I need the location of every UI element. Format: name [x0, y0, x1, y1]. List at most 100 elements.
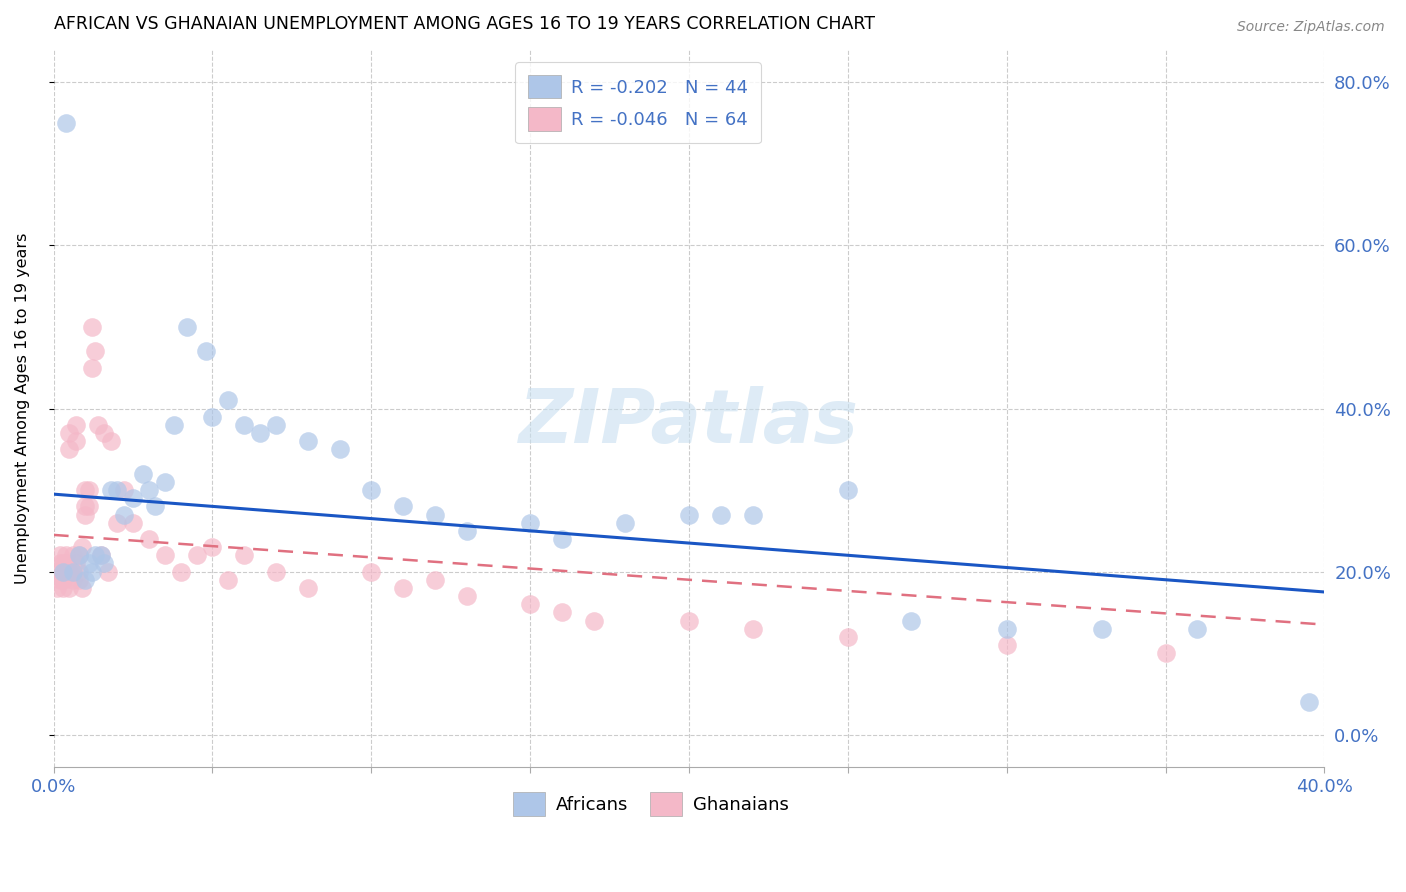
- Point: [551, 532, 574, 546]
- Point: [84, 549, 107, 563]
- Point: [297, 434, 319, 449]
- Point: [67, 549, 90, 563]
- Point: [519, 597, 541, 611]
- Point: [328, 442, 350, 457]
- Point: [58, 425, 80, 440]
- Point: [55, 565, 77, 579]
- Point: [1298, 695, 1320, 709]
- Point: [122, 491, 145, 506]
- Point: [264, 565, 287, 579]
- Point: [360, 565, 382, 579]
- Point: [264, 417, 287, 432]
- Point: [49, 549, 72, 563]
- Point: [67, 565, 90, 579]
- Point: [58, 581, 80, 595]
- Point: [995, 622, 1018, 636]
- Legend: Africans, Ghanaians: Africans, Ghanaians: [502, 781, 800, 826]
- Point: [741, 508, 763, 522]
- Point: [678, 508, 700, 522]
- Point: [131, 467, 153, 481]
- Point: [297, 581, 319, 595]
- Point: [62, 549, 84, 563]
- Point: [837, 483, 859, 497]
- Point: [249, 425, 271, 440]
- Point: [45, 581, 67, 595]
- Point: [551, 606, 574, 620]
- Point: [97, 565, 120, 579]
- Point: [678, 614, 700, 628]
- Point: [80, 320, 103, 334]
- Point: [163, 417, 186, 432]
- Point: [112, 483, 135, 497]
- Point: [153, 475, 176, 489]
- Point: [55, 549, 77, 563]
- Point: [75, 483, 97, 497]
- Text: ZIPatlas: ZIPatlas: [519, 386, 859, 459]
- Point: [100, 483, 122, 497]
- Point: [93, 425, 115, 440]
- Point: [741, 622, 763, 636]
- Point: [65, 557, 87, 571]
- Point: [80, 565, 103, 579]
- Point: [170, 565, 193, 579]
- Point: [105, 516, 128, 530]
- Point: [70, 540, 93, 554]
- Point: [233, 417, 256, 432]
- Point: [138, 483, 160, 497]
- Point: [52, 557, 75, 571]
- Point: [77, 500, 100, 514]
- Point: [45, 565, 67, 579]
- Point: [75, 573, 97, 587]
- Point: [1187, 622, 1209, 636]
- Point: [710, 508, 733, 522]
- Point: [58, 442, 80, 457]
- Point: [186, 549, 208, 563]
- Point: [176, 320, 198, 334]
- Point: [75, 500, 97, 514]
- Point: [112, 508, 135, 522]
- Point: [62, 573, 84, 587]
- Point: [87, 417, 110, 432]
- Point: [77, 483, 100, 497]
- Point: [423, 573, 446, 587]
- Point: [105, 483, 128, 497]
- Point: [217, 573, 239, 587]
- Point: [837, 630, 859, 644]
- Point: [456, 589, 478, 603]
- Point: [90, 549, 112, 563]
- Point: [75, 508, 97, 522]
- Point: [62, 565, 84, 579]
- Point: [1154, 646, 1177, 660]
- Point: [423, 508, 446, 522]
- Point: [138, 532, 160, 546]
- Point: [201, 540, 224, 554]
- Point: [52, 565, 75, 579]
- Point: [392, 581, 415, 595]
- Point: [90, 549, 112, 563]
- Point: [217, 393, 239, 408]
- Point: [67, 549, 90, 563]
- Point: [65, 434, 87, 449]
- Point: [49, 573, 72, 587]
- Point: [122, 516, 145, 530]
- Point: [52, 565, 75, 579]
- Point: [49, 557, 72, 571]
- Point: [995, 638, 1018, 652]
- Point: [93, 557, 115, 571]
- Point: [55, 557, 77, 571]
- Point: [58, 565, 80, 579]
- Point: [900, 614, 922, 628]
- Point: [195, 344, 218, 359]
- Y-axis label: Unemployment Among Ages 16 to 19 years: Unemployment Among Ages 16 to 19 years: [15, 233, 30, 584]
- Point: [70, 581, 93, 595]
- Point: [55, 116, 77, 130]
- Point: [143, 500, 166, 514]
- Point: [1091, 622, 1114, 636]
- Text: Source: ZipAtlas.com: Source: ZipAtlas.com: [1237, 20, 1385, 34]
- Point: [100, 434, 122, 449]
- Point: [65, 417, 87, 432]
- Point: [614, 516, 637, 530]
- Point: [67, 573, 90, 587]
- Point: [201, 409, 224, 424]
- Text: AFRICAN VS GHANAIAN UNEMPLOYMENT AMONG AGES 16 TO 19 YEARS CORRELATION CHART: AFRICAN VS GHANAIAN UNEMPLOYMENT AMONG A…: [53, 15, 875, 33]
